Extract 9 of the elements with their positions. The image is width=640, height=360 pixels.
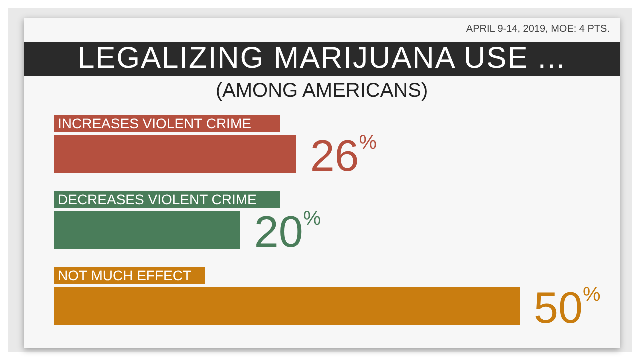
text: APRIL 9-14, 2019, MOE: 4 PTS. — [466, 24, 610, 35]
data-label: 26% — [310, 132, 378, 182]
y-tick-label: DECREASES VIOLENT CRIME — [58, 192, 257, 208]
data-label: 20% — [254, 208, 322, 258]
data-label: 50% — [534, 284, 601, 334]
chart-subtitle: (AMONG AMERICANS) — [214, 80, 430, 103]
chart-title: LEGALIZING MARIJUANA USE ... — [24, 42, 620, 76]
y-tick-label: NOT MUCH EFFECT — [58, 268, 192, 284]
y-tick-label: INCREASES VIOLENT CRIME — [58, 116, 252, 132]
